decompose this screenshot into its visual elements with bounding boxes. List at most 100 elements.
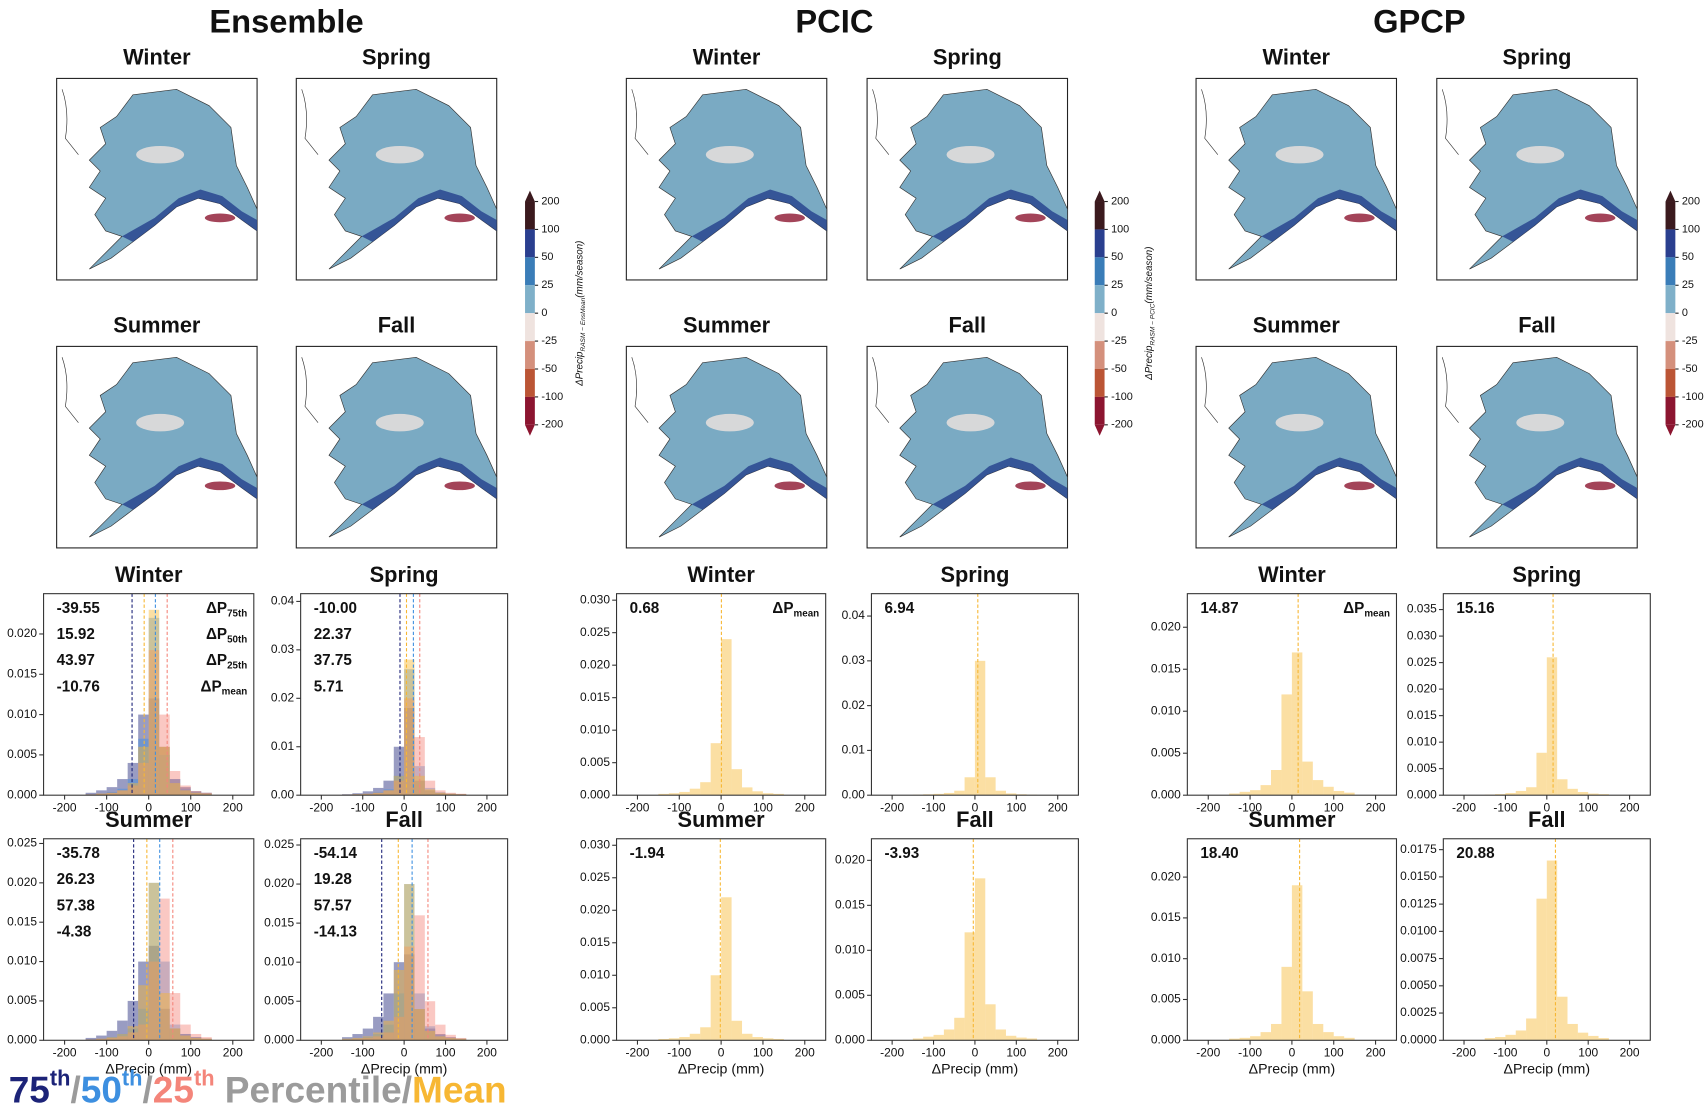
histogram-bar bbox=[362, 793, 374, 796]
histogram-bar bbox=[1546, 657, 1558, 796]
map-patch bbox=[946, 145, 995, 164]
histogram-bar bbox=[393, 1016, 405, 1041]
x-tick-label: -100 bbox=[1238, 800, 1262, 814]
histogram-bar bbox=[912, 1038, 924, 1041]
histogram-bar bbox=[117, 1033, 128, 1041]
histogram-bar bbox=[96, 1038, 107, 1041]
y-tick-label: 0.010 bbox=[264, 954, 294, 968]
legend-text: ΔP bbox=[206, 652, 227, 669]
chart-title: Fall bbox=[1528, 807, 1566, 832]
map-land bbox=[1228, 88, 1397, 270]
histogram-bar bbox=[1577, 792, 1589, 796]
histogram-bar bbox=[1302, 761, 1313, 796]
colorbar-extend bbox=[1665, 424, 1676, 436]
histogram-bar bbox=[352, 793, 363, 796]
histogram-bar bbox=[445, 1037, 456, 1041]
x-tick-label: 100 bbox=[1324, 1046, 1344, 1060]
histogram-bar bbox=[148, 698, 160, 796]
histogram-bar bbox=[362, 1028, 374, 1041]
y-tick-label: 0.010 bbox=[1151, 703, 1181, 717]
histogram-bar bbox=[689, 1033, 701, 1041]
map-title: Winter bbox=[1263, 45, 1331, 70]
y-tick-label: 0.010 bbox=[7, 707, 37, 721]
histogram-bar bbox=[445, 793, 456, 796]
chart-title: Spring bbox=[370, 562, 439, 587]
histogram-bar bbox=[1291, 652, 1303, 796]
histogram-bar bbox=[954, 1017, 965, 1041]
histogram-bar bbox=[424, 789, 436, 796]
histogram-bar bbox=[159, 898, 170, 1041]
map-coast bbox=[361, 189, 497, 242]
y-tick-label: 0.030 bbox=[580, 592, 610, 606]
legend-sub: mean bbox=[222, 686, 248, 697]
histogram-bar bbox=[1557, 996, 1568, 1041]
histogram-bar bbox=[148, 961, 160, 1041]
x-tick-label: 100 bbox=[1578, 800, 1598, 814]
y-tick-label: 0.020 bbox=[580, 902, 610, 916]
histogram-bar bbox=[138, 714, 149, 796]
histogram-bar bbox=[127, 779, 139, 796]
colorbar-tick-label: -200 bbox=[541, 419, 563, 431]
footer-part: Percentile/ bbox=[215, 1068, 413, 1109]
histogram-bar bbox=[180, 785, 191, 796]
histogram-bar bbox=[190, 1037, 202, 1041]
y-tick-label: 0.010 bbox=[7, 954, 37, 968]
histogram-bar bbox=[923, 1036, 934, 1041]
x-tick-label: 100 bbox=[436, 800, 456, 814]
histogram-bar bbox=[138, 1024, 149, 1041]
chart-title: Fall bbox=[385, 807, 423, 832]
legend-text: ΔP bbox=[1343, 600, 1364, 617]
colorbar-tick-label: 25 bbox=[541, 279, 553, 291]
histogram-bar bbox=[373, 1036, 384, 1041]
map-patch bbox=[1344, 481, 1375, 491]
axes-frame bbox=[615, 838, 827, 1041]
map-land bbox=[658, 356, 828, 538]
histogram-bar bbox=[1567, 788, 1578, 796]
histogram-bar bbox=[1239, 791, 1251, 796]
histogram-bar bbox=[169, 783, 181, 796]
stat-label: -10.00 bbox=[314, 600, 357, 617]
legend-entry: ΔPmean bbox=[1343, 600, 1390, 619]
histogram-bar bbox=[148, 882, 160, 1041]
histogram-bar bbox=[1526, 787, 1537, 796]
colorbar-extend bbox=[525, 424, 535, 436]
map-patch bbox=[1275, 145, 1324, 164]
stat-label: 15.92 bbox=[57, 626, 95, 643]
histogram-bar bbox=[85, 792, 97, 796]
y-tick-label: 0.0175 bbox=[1400, 842, 1437, 856]
histogram-bar bbox=[455, 793, 467, 796]
histogram-bar bbox=[404, 669, 415, 796]
y-tick-label: 0.000 bbox=[580, 787, 610, 801]
stat-label: 6.94 bbox=[885, 600, 915, 617]
y-tick-label: 0.0100 bbox=[1400, 924, 1437, 938]
colorbar-label-main: ΔPrecip bbox=[1144, 345, 1155, 381]
histogram-bar bbox=[435, 1034, 446, 1041]
stat-label: 14.87 bbox=[1200, 600, 1238, 617]
histogram-bar bbox=[1281, 694, 1292, 796]
x-tick-label: 100 bbox=[1006, 1046, 1026, 1060]
colorbar-segment bbox=[1665, 341, 1676, 370]
colorbar-label-sub: RASM − PCIC bbox=[1149, 303, 1156, 345]
histogram-bar bbox=[383, 1020, 394, 1041]
panel-title: Ensemble bbox=[209, 3, 363, 40]
y-tick-label: 0.030 bbox=[580, 837, 610, 851]
histogram-bar bbox=[96, 790, 107, 796]
x-tick-label: 200 bbox=[477, 800, 497, 814]
map-land bbox=[899, 88, 1068, 270]
histogram-bar bbox=[180, 788, 191, 796]
colorbar-segment bbox=[525, 341, 535, 370]
y-tick-label: 0.015 bbox=[835, 898, 865, 912]
map-coast bbox=[122, 189, 258, 242]
histogram-bar bbox=[362, 1036, 374, 1041]
x-tick-label: 0 bbox=[718, 800, 725, 814]
histogram-bar bbox=[742, 1033, 753, 1041]
map-coast bbox=[1261, 457, 1397, 510]
histogram-bar bbox=[159, 714, 170, 796]
histogram-bar bbox=[180, 1024, 191, 1041]
y-tick-label: 0.005 bbox=[7, 993, 37, 1007]
histogram-bar bbox=[169, 1024, 181, 1041]
y-tick-label: 0.025 bbox=[1407, 655, 1437, 669]
stat-label: -14.13 bbox=[314, 923, 357, 940]
histogram-bar bbox=[762, 1038, 774, 1041]
histogram-bar bbox=[995, 790, 1006, 796]
